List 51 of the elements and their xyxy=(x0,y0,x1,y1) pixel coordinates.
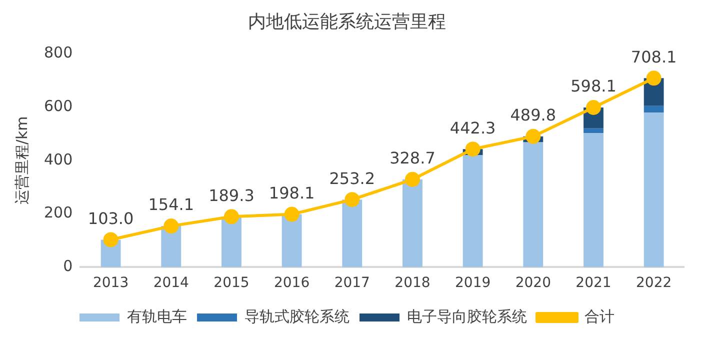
y-tick-label: 400 xyxy=(44,150,73,168)
x-tick-label: 2017 xyxy=(334,275,370,292)
x-tick-label: 2018 xyxy=(394,275,430,292)
point xyxy=(224,209,239,224)
x-tick-label: 2013 xyxy=(92,275,129,292)
point xyxy=(465,142,480,157)
data-label: 103.0 xyxy=(88,208,134,228)
bar xyxy=(644,106,664,113)
point xyxy=(284,206,300,222)
legend-label: 电子导向胶轮系统 xyxy=(407,307,527,326)
y-tick-label: 200 xyxy=(44,204,73,222)
bar xyxy=(523,142,544,268)
data-label: 154.1 xyxy=(148,195,194,214)
legend-label: 导轨式胶轮系统 xyxy=(244,307,350,326)
point xyxy=(404,172,420,187)
legend-label: 合计 xyxy=(584,307,614,326)
data-label: 253.2 xyxy=(329,168,376,188)
data-label: 189.3 xyxy=(208,186,254,205)
x-tick-label: 2019 xyxy=(455,275,491,292)
legend-label: 有轨电车 xyxy=(127,307,187,326)
chart-title: 内地低运能系统运营里程 xyxy=(248,11,446,32)
bar xyxy=(584,128,604,134)
x-tick-label: 2016 xyxy=(274,275,310,292)
point xyxy=(586,100,601,116)
x-tick-label: 2015 xyxy=(214,275,250,292)
data-label: 489.8 xyxy=(510,106,556,125)
point xyxy=(164,218,179,234)
bar xyxy=(462,155,483,268)
point xyxy=(344,192,360,208)
bar xyxy=(282,214,302,268)
point xyxy=(103,232,118,248)
bar xyxy=(222,216,242,268)
point xyxy=(646,70,662,86)
y-axis-title: 运营里程/km xyxy=(12,116,31,205)
point xyxy=(526,128,541,144)
y-tick-label: 0 xyxy=(63,257,73,276)
data-label: 198.1 xyxy=(268,183,315,202)
y-tick-label: 600 xyxy=(44,96,73,115)
x-tick-label: 2021 xyxy=(576,275,612,292)
data-label: 442.3 xyxy=(450,118,496,138)
data-label: 708.1 xyxy=(630,47,677,66)
bar xyxy=(342,200,362,268)
x-tick-label: 2022 xyxy=(636,275,672,292)
bar xyxy=(402,179,422,268)
data-label: 328.7 xyxy=(390,148,436,168)
bar xyxy=(584,133,604,268)
x-tick-label: 2014 xyxy=(153,275,190,292)
x-tick-label: 2020 xyxy=(515,275,551,292)
y-tick-label: 800 xyxy=(44,43,73,62)
bar xyxy=(644,112,664,268)
data-label: 598.1 xyxy=(570,76,616,96)
